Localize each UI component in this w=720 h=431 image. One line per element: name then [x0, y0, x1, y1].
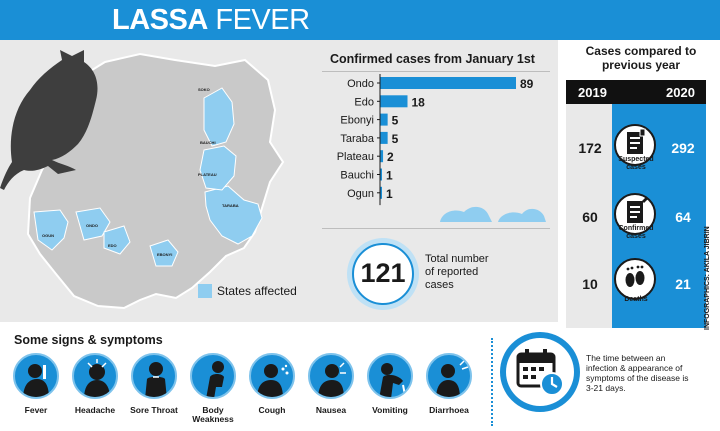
bar-category-label: Ebonyi: [340, 115, 374, 127]
bar-category-label: Ondo: [347, 78, 374, 90]
symptom-label-body-weakness: Body Weakness: [192, 405, 234, 424]
bar: [380, 95, 408, 108]
state-label-taraba: TARABA: [222, 203, 239, 208]
year-left-label: 2019: [578, 85, 607, 100]
calendar-clock-icon: [516, 349, 564, 396]
confirmed-cases-label: Confirmed cases: [618, 225, 654, 240]
nigeria-map: [0, 50, 285, 310]
deaths-2019-value: 10: [582, 276, 598, 292]
state-label-ogun: OGUN: [42, 233, 54, 238]
state-ebonyi: [149, 239, 179, 267]
rats-decoration: [440, 206, 546, 222]
bar-category-label: Taraba: [340, 133, 375, 145]
rat-silhouette: [0, 50, 98, 190]
bar: [380, 77, 516, 89]
symptom-label-sore-throat: Sore Throat: [130, 405, 178, 415]
year-right-label: 2020: [666, 85, 695, 100]
symptom-label-cough: Cough: [258, 405, 286, 415]
bar-category-label: Bauchi: [340, 170, 374, 182]
total-label: Total number of reported cases: [425, 253, 489, 291]
infographic-credit: INFOGRAPHICS: AKILA JIBRIN: [704, 226, 711, 330]
symptom-label-fever: Fever: [24, 405, 48, 415]
bar: [380, 150, 384, 163]
total-number: 121: [360, 258, 406, 288]
bar: [380, 113, 388, 126]
bar-chart: Ondo 89 Edo 18 Ebonyi 5 Taraba 5 Plateau 2 Bauchi 1…: [337, 74, 546, 222]
symptom-label-vomiting: Vomiting: [372, 405, 408, 415]
footprints-icon: [614, 258, 656, 300]
deaths-2020-value: 21: [675, 276, 691, 292]
symptom-label-diarrhoea: Diarrhoea: [429, 405, 469, 415]
title-banner: [0, 0, 720, 40]
bar-category-label: Edo: [354, 96, 374, 108]
page-title: LASSA FEVER: [112, 4, 310, 36]
bar: [380, 168, 382, 181]
symptom-label-headache: Headache: [74, 405, 116, 415]
body-weakness-icon: [190, 353, 236, 399]
nausea-icon: [308, 353, 354, 399]
suspected-2020-value: 292: [671, 140, 695, 156]
legend-label: States affected: [217, 284, 297, 298]
state-ogun: [33, 209, 69, 251]
state-edo: [103, 225, 131, 255]
cough-icon: [249, 353, 295, 399]
chart-title: Confirmed cases from January 1st: [330, 52, 535, 66]
bar-value-label: 89: [520, 77, 534, 91]
state-label-plateau: PLATEAU: [198, 172, 217, 177]
bar-category-label: Ogun: [347, 188, 374, 200]
state-label-ondo: ONDO: [86, 223, 98, 228]
symptom-label-nausea: Nausea: [315, 405, 347, 415]
state-bauchi: [203, 87, 235, 147]
section-divider: [491, 338, 493, 426]
total-divider: [322, 228, 550, 229]
headache-icon: [72, 353, 118, 399]
bar: [380, 131, 388, 144]
bar-value-label: 1: [386, 187, 393, 201]
bar-value-label: 5: [392, 132, 399, 146]
comparison-left-column: [566, 104, 612, 328]
confirmed-2020-value: 64: [675, 209, 691, 225]
state-label-soko: SOKO: [198, 87, 210, 92]
symptoms-title: Some signs & symptoms: [14, 333, 163, 347]
bar-value-label: 2: [387, 150, 394, 164]
bar-value-label: 1: [386, 169, 393, 183]
bar-category-label: Plateau: [337, 151, 374, 163]
fever-icon: [13, 353, 59, 399]
state-label-bauchi: BAUCHI: [200, 140, 216, 145]
state-plateau: [199, 145, 237, 191]
diarrhoea-icon: [426, 353, 472, 399]
document-check-icon: [614, 193, 656, 235]
chart-title-rule: [322, 71, 550, 72]
bar-value-label: 18: [412, 95, 426, 109]
state-label-edo: EDO: [108, 243, 117, 248]
legend-swatch: [198, 284, 212, 298]
bar-value-label: 5: [392, 114, 399, 128]
comparison-title: Cases compared to previous year: [585, 44, 697, 72]
confirmed-2019-value: 60: [582, 209, 598, 225]
total-circle: [352, 243, 414, 305]
suspected-cases-label: Suspected cases: [618, 156, 654, 171]
state-ondo: [75, 207, 111, 241]
state-label-ebonyi: EBONYI: [157, 252, 173, 257]
document-icon: [614, 124, 656, 166]
suspected-2019-value: 172: [578, 140, 602, 156]
state-taraba: [204, 185, 263, 245]
incubation-text: The time between an infection & appearan…: [586, 353, 689, 393]
vomiting-icon: [367, 353, 413, 399]
bar: [380, 186, 382, 199]
deaths-label: Deaths: [624, 296, 648, 303]
sore-throat-icon: [131, 353, 177, 399]
comparison-header: [566, 80, 706, 104]
